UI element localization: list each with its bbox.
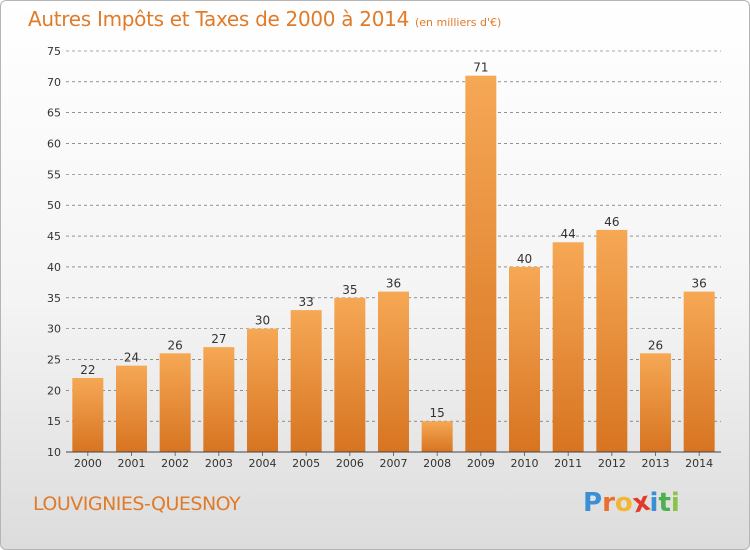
y-tick-label: 45 (47, 230, 61, 243)
x-tick-label: 2002 (161, 457, 189, 470)
y-tick-label: 25 (47, 353, 61, 366)
x-tick-label: 2014 (685, 457, 713, 470)
location-name: LOUVIGNIES-QUESNOY (33, 493, 241, 515)
bar-value-label: 30 (255, 314, 270, 328)
bar (159, 353, 191, 452)
bar-value-label: 24 (124, 351, 139, 365)
y-tick-label: 60 (47, 138, 61, 151)
bar (552, 242, 584, 452)
y-axis-ticks: 10 15 20 25 30 35 40 45 50 55 60 65 70 75 (47, 45, 61, 459)
y-tick-label: 65 (47, 107, 61, 120)
x-tick-label: 2012 (598, 457, 626, 470)
bar (290, 310, 322, 452)
y-tick-label: 30 (47, 323, 61, 336)
bar-value-labels: 22 24 26 27 30 33 35 36 15 71 40 44 46 26 36 (80, 61, 707, 420)
chart-subtitle: (en milliers d'€) (415, 16, 502, 29)
y-tick-label: 75 (47, 45, 61, 58)
bar-value-label: 36 (386, 277, 401, 291)
y-tick-label: 15 (47, 415, 61, 428)
y-tick-label: 35 (47, 292, 61, 305)
x-tick-label: 2013 (642, 457, 670, 470)
logo-letter: r (602, 488, 615, 518)
bar (465, 75, 497, 452)
bar (596, 229, 628, 452)
bar-value-label: 33 (299, 295, 314, 309)
bar (116, 365, 147, 452)
x-tick-label: 2004 (249, 457, 277, 470)
logo-letter: o (614, 488, 633, 518)
bar-value-label: 40 (517, 252, 532, 266)
bar (421, 421, 453, 452)
bar-value-label: 27 (211, 332, 226, 346)
bar (247, 328, 278, 452)
x-tick-label: 2006 (336, 457, 364, 470)
bar-value-label: 35 (342, 283, 357, 297)
bar-value-label: 46 (604, 215, 619, 229)
y-tick-label: 55 (47, 168, 61, 181)
bar-value-label: 44 (561, 227, 576, 241)
chart-title: Autres Impôts et Taxes de 2000 à 2014 (28, 7, 409, 31)
x-axis-ticks: 2000 2001 2002 2003 2004 2005 2006 2007 2008 2009… (74, 452, 713, 470)
bar (509, 266, 540, 452)
bar (334, 297, 366, 452)
bar-value-label: 22 (80, 363, 95, 377)
x-tick-label: 2008 (423, 457, 451, 470)
bar (683, 291, 715, 452)
y-tick-label: 70 (47, 76, 61, 89)
bar-value-label: 36 (692, 277, 707, 291)
x-tick-label: 2007 (380, 457, 408, 470)
y-tick-label: 20 (47, 384, 61, 397)
bar (203, 347, 235, 452)
chart-title-group: Autres Impôts et Taxes de 2000 à 2014 (en… (28, 7, 501, 31)
logo-letter: i (649, 488, 659, 518)
logo-letter: P (583, 488, 603, 518)
logo-letter: i (670, 488, 680, 518)
y-tick-label: 40 (47, 261, 61, 274)
x-tick-label: 2000 (74, 457, 102, 470)
x-tick-label: 2005 (292, 457, 320, 470)
bar-value-label: 15 (430, 406, 445, 420)
bar (378, 291, 409, 452)
bar (640, 353, 671, 452)
x-tick-label: 2011 (554, 457, 582, 470)
y-tick-label: 10 (47, 446, 61, 459)
bar-value-label: 26 (648, 338, 663, 352)
logo-letter: t (658, 488, 671, 518)
proxiti-logo: Proxiti (583, 487, 680, 520)
bar-value-label: 26 (168, 338, 183, 352)
y-tick-label: 50 (47, 199, 61, 212)
x-tick-label: 2003 (205, 457, 233, 470)
x-tick-label: 2001 (118, 457, 146, 470)
bar (72, 377, 104, 452)
x-tick-label: 2010 (511, 457, 539, 470)
x-tick-label: 2009 (467, 457, 495, 470)
bar-value-label: 71 (473, 61, 488, 75)
bars (72, 75, 715, 452)
